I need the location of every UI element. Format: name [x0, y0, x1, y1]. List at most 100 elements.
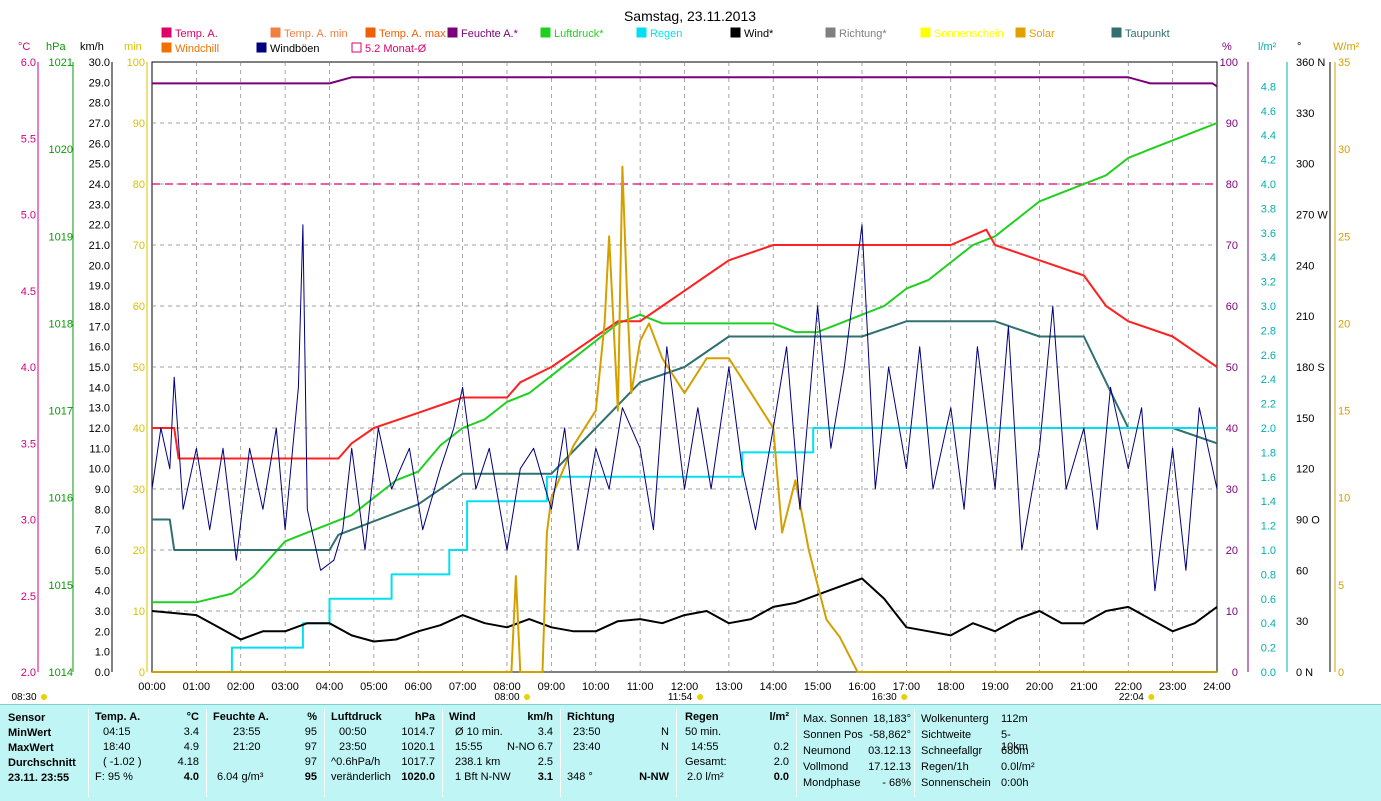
legend-swatch — [161, 42, 172, 53]
moon-phase-value: - 68% — [882, 777, 911, 789]
legend-label: Luftdruck* — [554, 28, 604, 40]
temp-axis-tick: 4.0 — [21, 362, 36, 374]
rain-axis-tick: 2.6 — [1261, 350, 1276, 362]
legend-swatch — [1111, 27, 1122, 38]
sun-marker-dot — [697, 694, 704, 700]
x-tick-label: 18:00 — [937, 681, 965, 693]
new-moon-label: Neumond — [803, 745, 851, 757]
wind-axis-tick: 22.0 — [89, 220, 110, 232]
sunshine-value: 0:00h — [1001, 777, 1029, 789]
direction-axis-tick: 0 N — [1296, 667, 1313, 679]
minutes-axis-tick: 90 — [133, 118, 145, 130]
temp-humidity-note: F: 95 % — [95, 771, 133, 783]
max-sun-value: 18,183° — [872, 713, 911, 725]
temp-unit: °C — [186, 711, 199, 723]
rain-max-value: 0.2 — [773, 741, 789, 753]
humidity-header: Feuchte A. — [213, 711, 269, 723]
full-moon-label: Vollmond — [803, 761, 849, 773]
wind-avg-value: 3.4 — [537, 726, 553, 738]
wind-axis-tick: 12.0 — [89, 423, 110, 435]
visibility-value: 5-10km — [1001, 729, 1028, 753]
stats-rain-column: Regen l/m² 50 min. 14:55 0.2 Gesamt: 2.0… — [676, 709, 795, 797]
x-tick-label: 05:00 — [360, 681, 388, 693]
direction-max-time: 23:40 — [573, 741, 601, 753]
rain-axis-tick: 1.4 — [1261, 496, 1276, 508]
direction-min-time: 23:50 — [573, 726, 601, 738]
cloud-base-value: 112m — [1001, 713, 1028, 725]
legend: Temp. A. Temp. A. min Temp. A. max Feuchte … — [161, 27, 1170, 55]
sun-marker-label: 08:30 — [11, 692, 36, 703]
wind-axis-tick: 3.0 — [95, 606, 110, 618]
wind-axis-tick: 25.0 — [89, 159, 110, 171]
stats-sensor-column: Sensor MinWert MaxWert Durchschnitt 23.1… — [0, 709, 88, 797]
direction-axis-tick: 30 — [1296, 616, 1308, 628]
pressure-max-value: 1020.1 — [401, 741, 435, 753]
minutes-axis-tick: 30 — [133, 484, 145, 496]
x-tick-label: 00:00 — [138, 681, 166, 693]
wind-max-time: 15:55 — [455, 741, 483, 753]
wind-axis-tick: 0.0 — [95, 667, 110, 679]
rain-axis-tick: 1.0 — [1261, 545, 1276, 557]
temp-min-value: 3.4 — [183, 726, 199, 738]
stats-misc-column: Wolkenunterg 112m Sichtweite 5-10km Schn… — [914, 709, 1035, 797]
rain-axis-tick: 0.0 — [1261, 667, 1276, 679]
stats-temp-column: Temp. A. °C 04:15 3.4 18:40 4.9 ( -1.02 … — [88, 709, 207, 797]
visibility-label: Sichtweite — [921, 729, 972, 741]
solar-axis-tick: 5 — [1338, 580, 1344, 592]
legend-label: Temp. A. min — [284, 28, 348, 40]
minutes-axis-tick: 70 — [133, 240, 145, 252]
wind-axis-tick: 2.0 — [95, 626, 110, 638]
temp-axis-unit: °C — [18, 41, 30, 53]
direction-degrees: 348 ° — [567, 771, 593, 783]
direction-axis-tick: 360 N — [1296, 57, 1325, 69]
minutes-axis-tick: 0 — [139, 667, 145, 679]
temp-axis-tick: 3.0 — [21, 515, 36, 527]
series-temp-a- — [152, 228, 1218, 460]
direction-axis-tick: 180 S — [1296, 362, 1325, 374]
x-tick-label: 13:00 — [715, 681, 743, 693]
wind-axis-tick: 18.0 — [89, 301, 110, 313]
temp-axis-tick: 5.5 — [21, 133, 36, 145]
right-axes: 10090807060504030201004.84.64.44.24.03.8… — [1220, 41, 1360, 679]
sun-marker-label: 08:00 — [494, 692, 519, 703]
solar-axis-tick: 15 — [1338, 406, 1350, 418]
legend-swatch — [365, 27, 376, 38]
legend-swatch — [270, 27, 281, 38]
temp-min-time: 04:15 — [103, 726, 131, 738]
humidity-axis-tick: 30 — [1226, 484, 1238, 496]
legend-swatch — [920, 27, 931, 38]
wind-run: 238.1 km — [455, 756, 501, 768]
minutes-axis-tick: 40 — [133, 423, 145, 435]
x-tick-label: 06:00 — [404, 681, 432, 693]
wind-axis-tick: 8.0 — [95, 504, 110, 516]
humidity-axis-tick: 90 — [1226, 118, 1238, 130]
humidity-avg-value: 97 — [304, 756, 317, 768]
sun-pos-label: Sonnen Pos — [803, 729, 863, 741]
wind-axis-unit: km/h — [80, 41, 104, 53]
pressure-axis-tick: 1019 — [49, 231, 73, 243]
sunshine-label: Sonnenschein — [921, 777, 991, 789]
wind-axis-tick: 26.0 — [89, 138, 110, 150]
rain-axis-tick: 4.6 — [1261, 106, 1276, 118]
pressure-axis-tick: 1015 — [49, 580, 73, 592]
legend-label: Temp. A. — [175, 28, 218, 40]
direction-axis-tick: 90 O — [1296, 515, 1320, 527]
direction-axis-tick: 150 — [1296, 413, 1314, 425]
rain-axis-tick: 1.8 — [1261, 447, 1276, 459]
wind-axis-tick: 5.0 — [95, 565, 110, 577]
wind-axis-tick: 28.0 — [89, 98, 110, 110]
direction-axis-tick: 240 — [1296, 260, 1314, 272]
wind-axis-tick: 13.0 — [89, 403, 110, 415]
minutes-axis-tick: 60 — [133, 301, 145, 313]
legend-swatch — [825, 27, 836, 38]
temp-header: Temp. A. — [95, 711, 141, 723]
rain-axis-tick: 3.4 — [1261, 252, 1276, 264]
direction-header: Richtung — [567, 711, 615, 723]
rain-axis-tick: 4.2 — [1261, 155, 1276, 167]
wind-axis-tick: 20.0 — [89, 260, 110, 272]
legend-swatch — [351, 42, 362, 53]
sun-marker-label: 22:04 — [1119, 692, 1144, 703]
temp-axis-tick: 3.5 — [21, 438, 36, 450]
full-moon-value: 17.12.13 — [868, 761, 911, 773]
series-layer — [151, 76, 1218, 673]
